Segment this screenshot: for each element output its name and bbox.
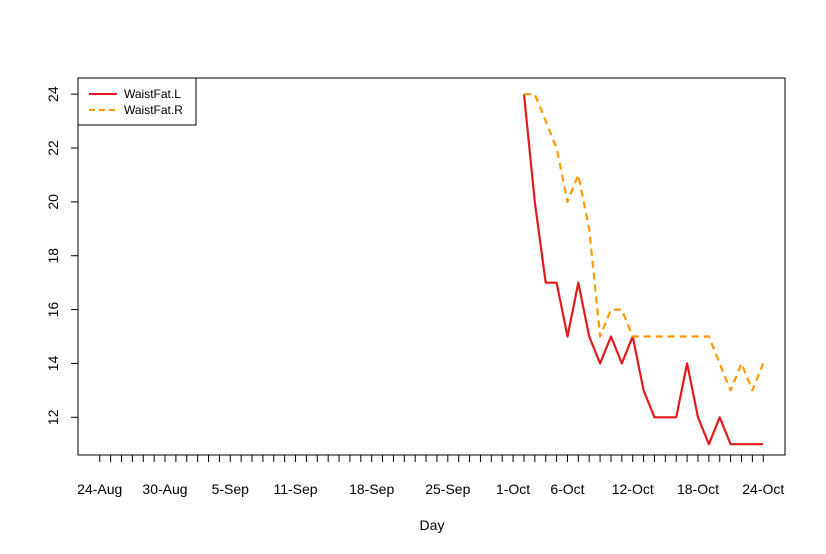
y-tick-label: 18 [45,248,61,264]
y-tick-label: 14 [45,355,61,371]
x-tick-label: 18-Sep [349,481,394,497]
legend-label-waistfat-l: WaistFat.L [124,87,181,101]
y-tick-label: 16 [45,302,61,318]
x-axis: 24-Aug 30-Aug 5-Sep 11-Sep 18-Sep 25-Sep 1-Oct… [77,455,784,497]
plot-frame [77,77,786,456]
y-tick-label: 22 [45,140,61,156]
x-tick-label: 24-Aug [77,481,122,497]
legend-box [77,77,197,126]
y-tick-label: 24 [45,86,61,102]
x-tick-label: 11-Sep [273,481,317,497]
y-axis: 12 14 16 18 20 22 24 [45,86,78,425]
y-tick-label: 12 [45,409,61,425]
x-axis-title: Day [420,517,445,533]
legend-label-waistfat-r: WaistFat.R [124,103,183,117]
series-line-waistfat-l [522,94,764,446]
x-tick-label: 30-Aug [142,481,187,497]
legend: WaistFat.L WaistFat.R [77,77,197,126]
series-line-waistfat-r [524,93,765,392]
x-tick-label: 12-Oct [612,481,654,497]
x-tick-label: 24-Oct [742,481,784,497]
y-tick-label: 20 [45,194,61,210]
x-tick-label: 5-Sep [212,481,250,497]
x-tick-label: 6-Oct [550,481,584,497]
x-tick-label: 25-Sep [425,481,470,497]
series-layer [522,93,765,446]
x-tick-label: 1-Oct [496,481,530,497]
x-tick-label: 18-Oct [677,481,719,497]
